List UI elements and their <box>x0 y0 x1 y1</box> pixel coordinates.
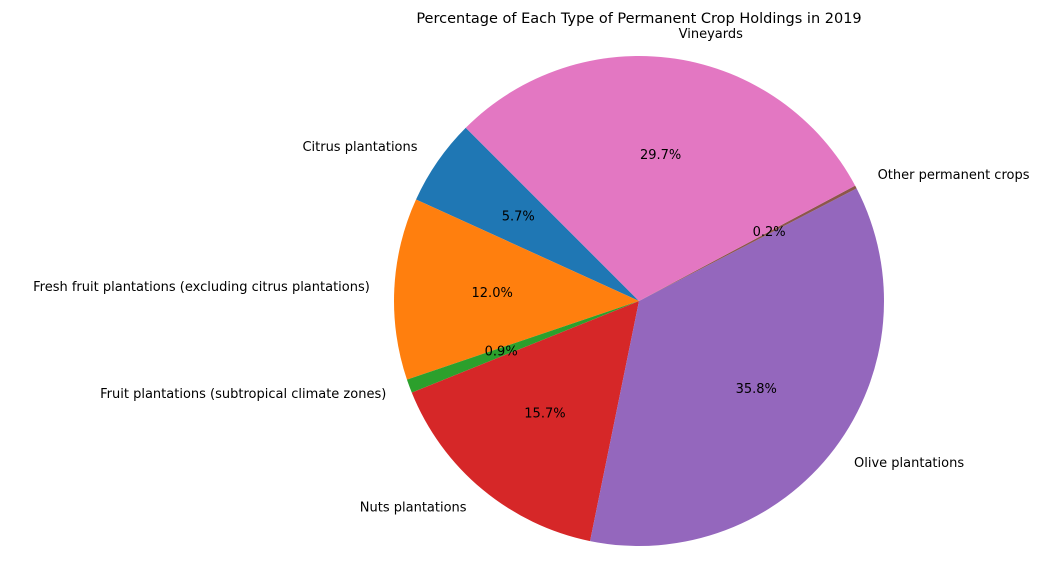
slice-fresh-fruit-plantations-excluding-citrus-plantations <box>394 199 639 380</box>
slice-label-nuts-plantations: Nuts plantations <box>360 501 467 516</box>
slice-label-fruit-plantations-subtropical-climate-zones: Fruit plantations (subtropical climate z… <box>100 387 386 402</box>
pct-label-nuts-plantations: 15.7% <box>524 406 565 421</box>
pie-labels: Citrus plantations 5.7% Fresh fruit planta… <box>33 27 1030 516</box>
slice-vineyards <box>465 56 856 302</box>
pie-slices <box>394 56 884 546</box>
pct-label-citrus-plantations: 5.7% <box>502 210 535 225</box>
chart-title: Percentage of Each Type of Permanent Cro… <box>416 11 861 27</box>
slice-label-olive-plantations: Olive plantations <box>854 456 964 471</box>
slice-nuts-plantations <box>411 301 639 542</box>
slice-label-citrus-plantations: Citrus plantations <box>302 140 417 155</box>
slice-label-other-permanent-crops: Other permanent crops <box>878 168 1030 183</box>
slice-fruit-plantations-subtropical-climate-zones <box>406 301 639 393</box>
slice-olive-plantations <box>590 188 884 546</box>
pct-label-fruit-plantations-subtropical-climate-zones: 0.9% <box>485 345 518 360</box>
pct-label-olive-plantations: 35.8% <box>736 382 777 397</box>
slice-label-fresh-fruit-plantations-excluding-citrus-plantations: Fresh fruit plantations (excluding citru… <box>33 280 370 295</box>
pct-label-other-permanent-crops: 0.2% <box>753 225 786 240</box>
slice-label-vineyards: Vineyards <box>679 27 743 42</box>
slice-citrus-plantations <box>416 127 639 301</box>
pct-label-vineyards: 29.7% <box>640 148 681 163</box>
pct-label-fresh-fruit-plantations-excluding-citrus-plantations: 12.0% <box>472 286 513 301</box>
slice-other-permanent-crops <box>639 185 857 301</box>
